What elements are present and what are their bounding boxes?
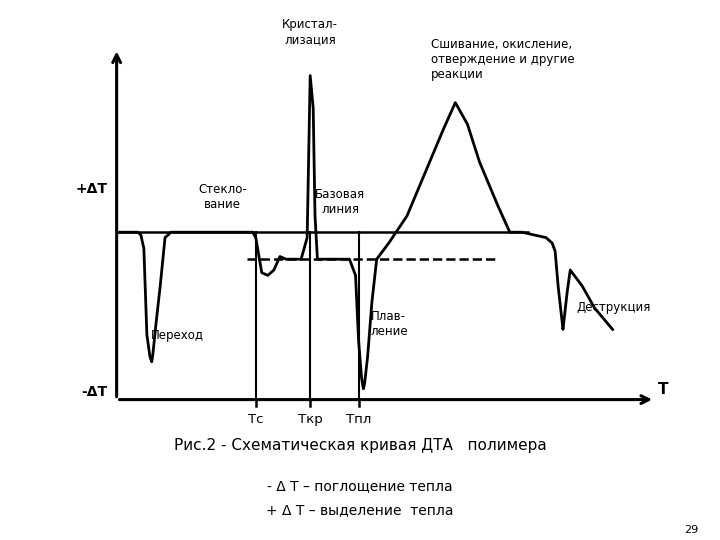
Text: Деструкция: Деструкция	[576, 301, 651, 314]
Text: 29: 29	[684, 524, 698, 535]
Text: + Δ T – выделение  тепла: + Δ T – выделение тепла	[266, 503, 454, 517]
Text: Рис.2 - Схематическая кривая ДТА   полимера: Рис.2 - Схематическая кривая ДТА полимер…	[174, 438, 546, 453]
Text: - Δ T – поглощение тепла: - Δ T – поглощение тепла	[267, 479, 453, 493]
Text: -ΔT: -ΔT	[81, 384, 107, 399]
Text: Кристал-
лизация: Кристал- лизация	[282, 18, 338, 46]
Text: Базовая
линия: Базовая линия	[315, 188, 366, 216]
Text: Tс: Tс	[248, 413, 264, 426]
Text: Tпл: Tпл	[346, 413, 372, 426]
Text: Переход: Переход	[150, 329, 204, 342]
Text: Tкр: Tкр	[298, 413, 323, 426]
Text: T: T	[658, 382, 668, 397]
Text: +ΔT: +ΔT	[76, 182, 107, 196]
Text: Стекло-
вание: Стекло- вание	[198, 183, 247, 211]
Text: Плав-
ление: Плав- ление	[371, 310, 408, 338]
Text: Сшивание, окисление,
отверждение и другие
реакции: Сшивание, окисление, отверждение и други…	[431, 38, 575, 81]
